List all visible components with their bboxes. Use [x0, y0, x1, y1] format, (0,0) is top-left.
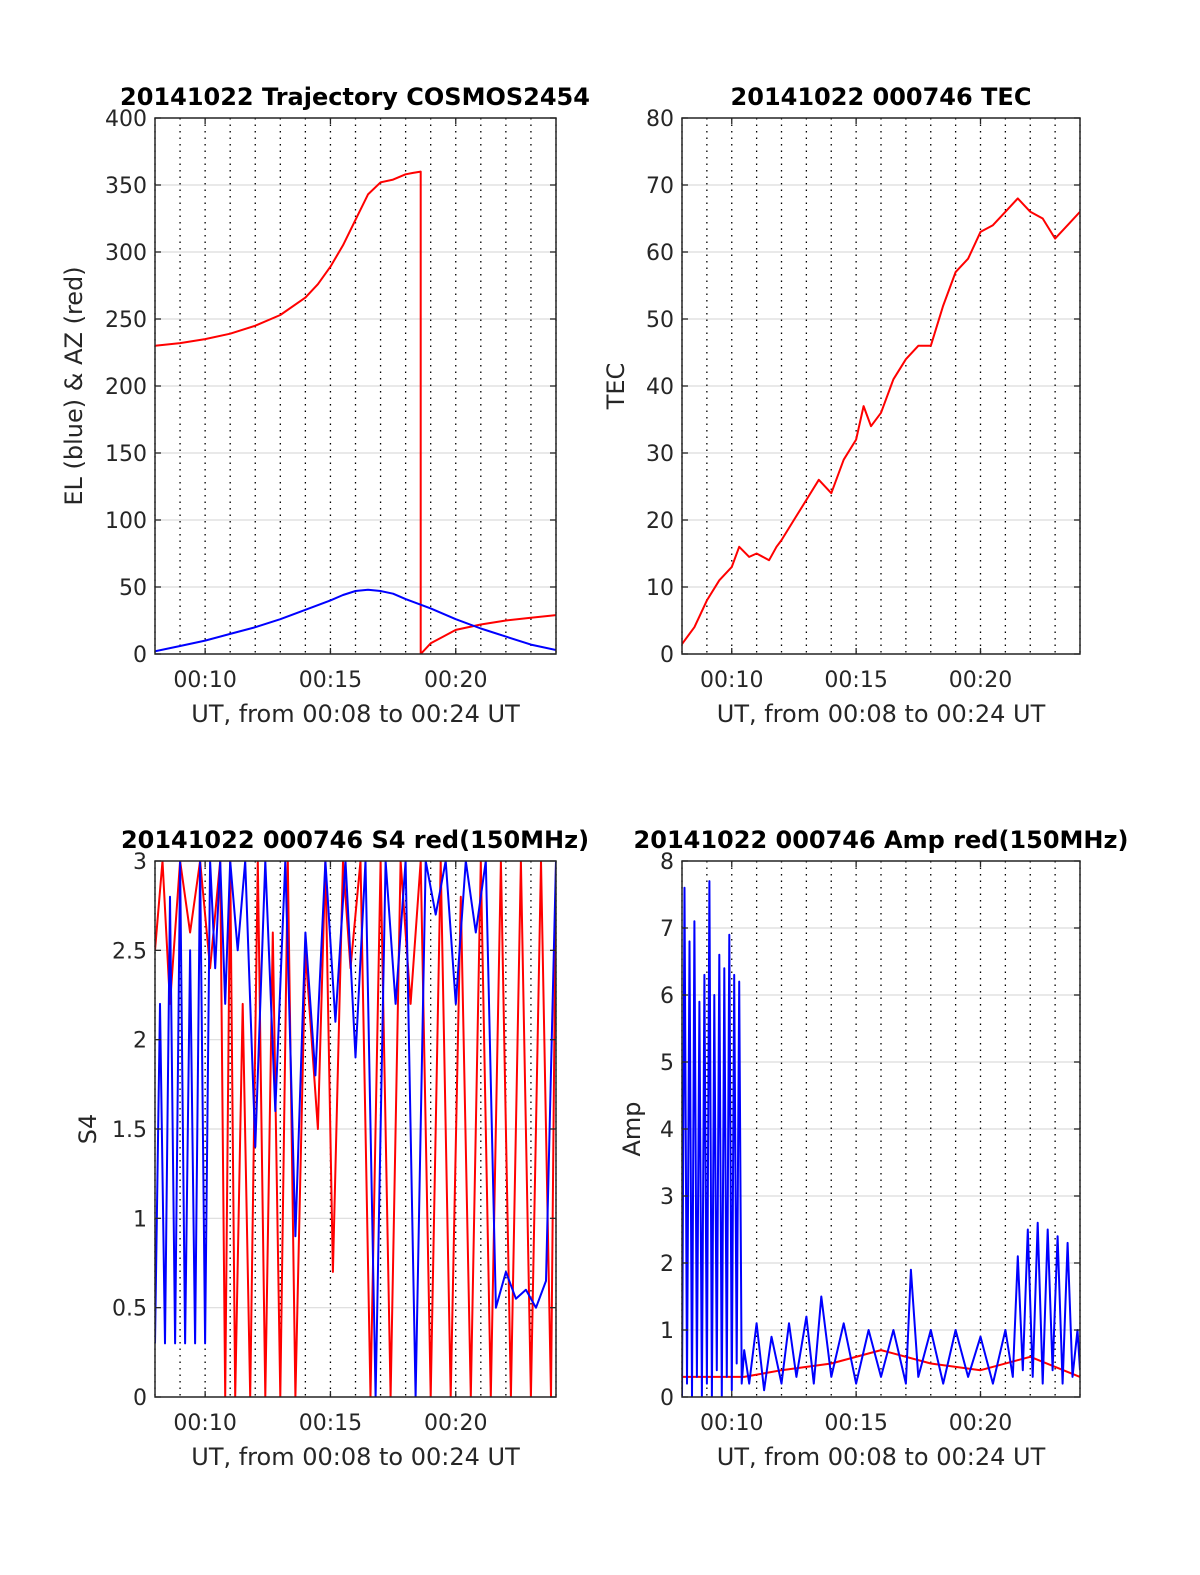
y-tick-label: 400	[105, 107, 147, 132]
chart-title: 20141022 000746 TEC	[731, 83, 1032, 111]
y-tick-label: 1	[133, 1207, 147, 1232]
y-axis-label: Amp	[618, 1101, 646, 1156]
x-tick-label: 00:10	[173, 668, 236, 693]
y-tick-label: 80	[646, 107, 674, 132]
x-tick-label: 00:10	[700, 1411, 763, 1436]
y-tick-label: 1.5	[112, 1118, 147, 1143]
x-axis-label: UT, from 00:08 to 00:24 UT	[191, 1443, 520, 1471]
x-tick-label: 00:15	[824, 668, 887, 693]
series-line-2	[682, 880, 1080, 1397]
chart-panel-4: 0 1 2 3 4 5 6 7 8 00:10 00:15 00:20 20141022 000746 …	[618, 826, 1128, 1471]
chart-title: 20141022 Trajectory COSMOS2454	[120, 83, 590, 111]
y-tick-label: 5	[660, 1051, 674, 1076]
chart-title: 20141022 000746 S4 red(150MHz)	[121, 826, 589, 854]
y-tick-label: 0	[133, 1386, 147, 1411]
y-tick-label: 300	[105, 241, 147, 266]
y-tick-label: 2	[133, 1029, 147, 1054]
series-line-2	[155, 861, 556, 1397]
y-tick-label: 0.5	[112, 1297, 147, 1322]
y-tick-label: 30	[646, 442, 674, 467]
y-tick-label: 0	[660, 1386, 674, 1411]
y-tick-label: 200	[105, 375, 147, 400]
x-tick-label: 00:15	[299, 668, 362, 693]
series-line-1	[682, 197, 1080, 645]
y-tick-label: 50	[646, 308, 674, 333]
x-tick-label: 00:20	[949, 668, 1012, 693]
series-line-2	[155, 588, 556, 653]
series-line-1	[155, 170, 556, 654]
y-tick-label: 20	[646, 509, 674, 534]
chart-title: 20141022 000746 Amp red(150MHz)	[634, 826, 1129, 854]
y-tick-label: 3	[660, 1185, 674, 1210]
x-axis-label: UT, from 00:08 to 00:24 UT	[191, 700, 520, 728]
y-tick-label: 40	[646, 375, 674, 400]
x-tick-label: 00:15	[299, 1411, 362, 1436]
y-tick-label: 2	[660, 1252, 674, 1277]
y-tick-label: 150	[105, 442, 147, 467]
y-tick-label: 0	[133, 643, 147, 668]
y-tick-label: 7	[660, 917, 674, 942]
x-tick-label: 00:20	[424, 668, 487, 693]
y-tick-label: 60	[646, 241, 674, 266]
y-tick-label: 2.5	[112, 939, 147, 964]
y-tick-label: 4	[660, 1118, 674, 1143]
x-tick-label: 00:10	[173, 1411, 236, 1436]
y-tick-label: 350	[105, 174, 147, 199]
x-axis-label: UT, from 00:08 to 00:24 UT	[717, 700, 1046, 728]
x-tick-label: 00:20	[424, 1411, 487, 1436]
y-tick-label: 0	[660, 643, 674, 668]
x-tick-label: 00:15	[824, 1411, 887, 1436]
y-tick-label: 8	[660, 850, 674, 875]
y-tick-label: 6	[660, 984, 674, 1009]
chart-panel-1: 0 50 100 150 200 250 300 350 400 00:10 00:15 00:20 2…	[60, 83, 590, 728]
y-tick-label: 250	[105, 308, 147, 333]
x-tick-label: 00:10	[700, 668, 763, 693]
x-tick-label: 00:20	[949, 1411, 1012, 1436]
chart-panel-2: 0 10 20 30 40 50 60 70 80 00:10 00:15 00:20 20141022…	[602, 83, 1081, 728]
chart-panel-3: 0 0.5 1 1.5 2 2.5 3 00:10 00:15 00:20 20141022 000…	[74, 826, 589, 1471]
y-tick-label: 3	[133, 850, 147, 875]
y-tick-label: 1	[660, 1319, 674, 1344]
y-axis-label: S4	[74, 1114, 102, 1145]
y-tick-label: 100	[105, 509, 147, 534]
y-tick-label: 50	[119, 576, 147, 601]
y-axis-label: TEC	[602, 363, 630, 411]
y-tick-label: 70	[646, 174, 674, 199]
series-line-1	[155, 861, 556, 1397]
y-axis-label: EL (blue) & AZ (red)	[60, 266, 88, 505]
y-tick-label: 10	[646, 576, 674, 601]
x-axis-label: UT, from 00:08 to 00:24 UT	[717, 1443, 1046, 1471]
